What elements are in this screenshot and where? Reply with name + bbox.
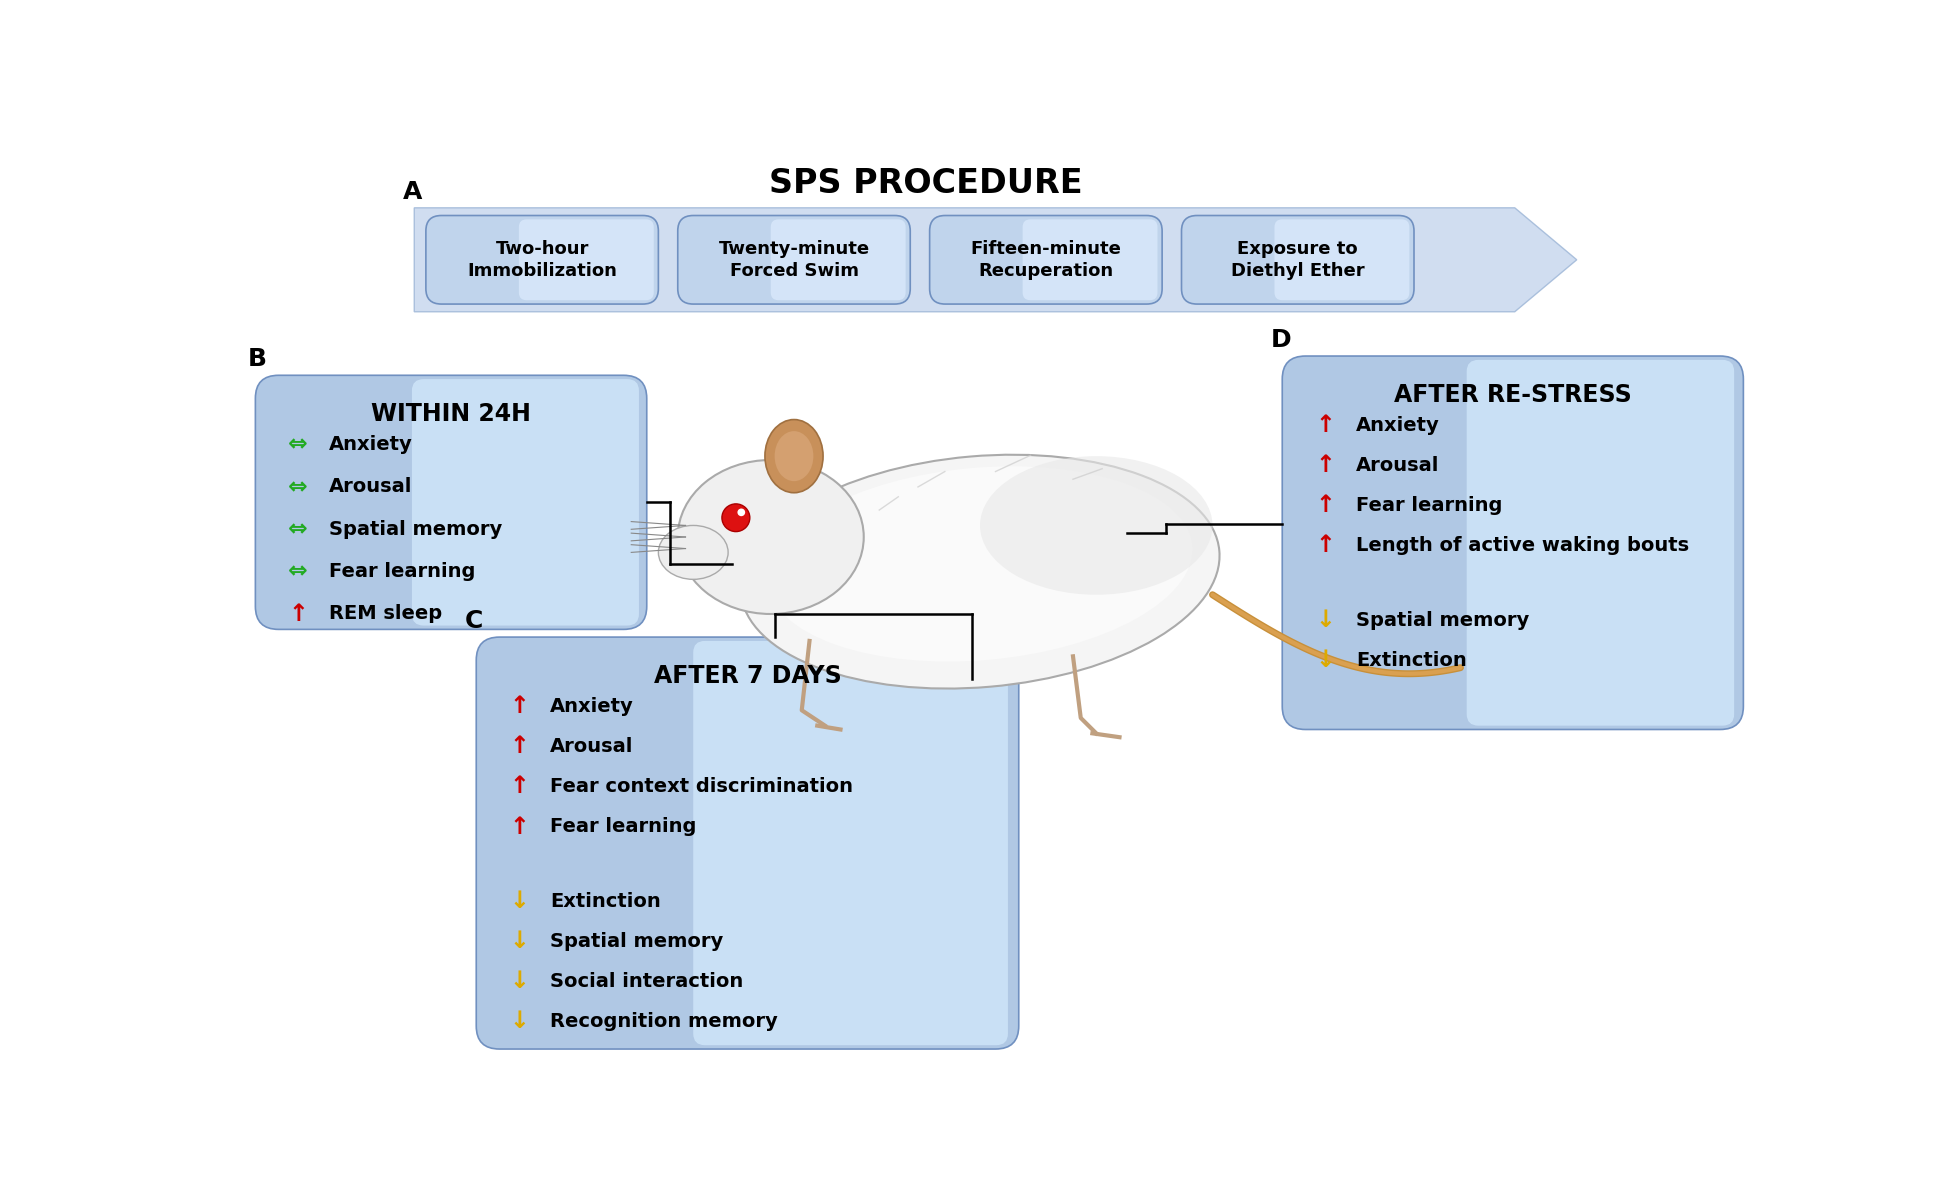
FancyBboxPatch shape — [930, 215, 1162, 304]
Text: Anxiety: Anxiety — [1355, 416, 1439, 435]
Text: ↓: ↓ — [1314, 648, 1334, 672]
Ellipse shape — [764, 420, 823, 493]
FancyBboxPatch shape — [1466, 360, 1734, 726]
Text: Social interaction: Social interaction — [550, 972, 743, 990]
Text: ↑: ↑ — [509, 734, 528, 758]
Ellipse shape — [774, 431, 813, 481]
Text: ↓: ↓ — [509, 889, 528, 914]
FancyBboxPatch shape — [679, 215, 911, 304]
Text: ↑: ↑ — [509, 695, 528, 719]
Text: Twenty-minute
Forced Swim: Twenty-minute Forced Swim — [718, 239, 870, 280]
FancyBboxPatch shape — [694, 641, 1008, 1045]
Text: ↑: ↑ — [1314, 453, 1334, 477]
Ellipse shape — [659, 525, 727, 579]
FancyBboxPatch shape — [411, 379, 640, 626]
Text: Two-hour
Immobilization: Two-hour Immobilization — [468, 239, 616, 280]
Text: Spatial memory: Spatial memory — [330, 520, 503, 538]
Text: Arousal: Arousal — [550, 737, 634, 756]
Text: ↓: ↓ — [509, 969, 528, 994]
Text: Spatial memory: Spatial memory — [550, 932, 723, 951]
FancyBboxPatch shape — [1182, 215, 1414, 304]
Polygon shape — [413, 208, 1578, 312]
Text: Spatial memory: Spatial memory — [1355, 611, 1529, 629]
Text: Fear context discrimination: Fear context discrimination — [550, 777, 852, 797]
Text: WITHIN 24H: WITHIN 24H — [370, 402, 530, 426]
Text: D: D — [1271, 328, 1291, 352]
Text: B: B — [248, 348, 267, 372]
Text: Exposure to
Diethyl Ether: Exposure to Diethyl Ether — [1230, 239, 1365, 280]
Text: Fear learning: Fear learning — [550, 817, 696, 836]
Text: ↑: ↑ — [1314, 414, 1334, 438]
Text: Fear learning: Fear learning — [330, 562, 476, 581]
Text: ↑: ↑ — [1314, 533, 1334, 557]
Circle shape — [737, 508, 745, 517]
Text: Extinction: Extinction — [550, 892, 661, 910]
Text: ↑: ↑ — [509, 814, 528, 838]
Text: ↓: ↓ — [509, 1009, 528, 1033]
FancyBboxPatch shape — [1022, 219, 1158, 300]
FancyBboxPatch shape — [1275, 219, 1410, 300]
Text: C: C — [464, 609, 484, 633]
Ellipse shape — [741, 454, 1219, 689]
Text: A: A — [402, 179, 421, 205]
Text: REM sleep: REM sleep — [330, 604, 443, 623]
Text: ↓: ↓ — [1314, 608, 1334, 633]
Text: ↑: ↑ — [509, 775, 528, 799]
FancyBboxPatch shape — [1283, 356, 1743, 730]
Ellipse shape — [981, 456, 1213, 594]
Text: AFTER RE-STRESS: AFTER RE-STRESS — [1394, 383, 1632, 407]
Text: Anxiety: Anxiety — [330, 435, 413, 454]
Text: ↑: ↑ — [289, 602, 308, 626]
Text: Extinction: Extinction — [1355, 651, 1466, 670]
Text: ⇔: ⇔ — [289, 560, 308, 584]
Ellipse shape — [679, 460, 864, 614]
Text: ⇔: ⇔ — [289, 475, 308, 499]
Text: Recognition memory: Recognition memory — [550, 1012, 778, 1031]
FancyBboxPatch shape — [519, 219, 653, 300]
Text: AFTER 7 DAYS: AFTER 7 DAYS — [653, 664, 840, 688]
FancyBboxPatch shape — [476, 637, 1018, 1049]
FancyBboxPatch shape — [425, 215, 659, 304]
Text: Arousal: Arousal — [1355, 456, 1439, 475]
Circle shape — [722, 504, 751, 531]
Text: ⇔: ⇔ — [289, 518, 308, 542]
Text: Fifteen-minute
Recuperation: Fifteen-minute Recuperation — [971, 239, 1121, 280]
Text: Fear learning: Fear learning — [1355, 496, 1502, 515]
Text: ⇔: ⇔ — [289, 433, 308, 457]
Text: Anxiety: Anxiety — [550, 697, 634, 716]
FancyBboxPatch shape — [770, 219, 905, 300]
Text: Length of active waking bouts: Length of active waking bouts — [1355, 536, 1689, 555]
Text: SPS PROCEDURE: SPS PROCEDURE — [768, 167, 1082, 201]
Text: Arousal: Arousal — [330, 477, 411, 496]
Ellipse shape — [768, 466, 1193, 661]
Text: ↓: ↓ — [509, 929, 528, 953]
Text: ↑: ↑ — [1314, 494, 1334, 518]
FancyBboxPatch shape — [255, 376, 647, 629]
